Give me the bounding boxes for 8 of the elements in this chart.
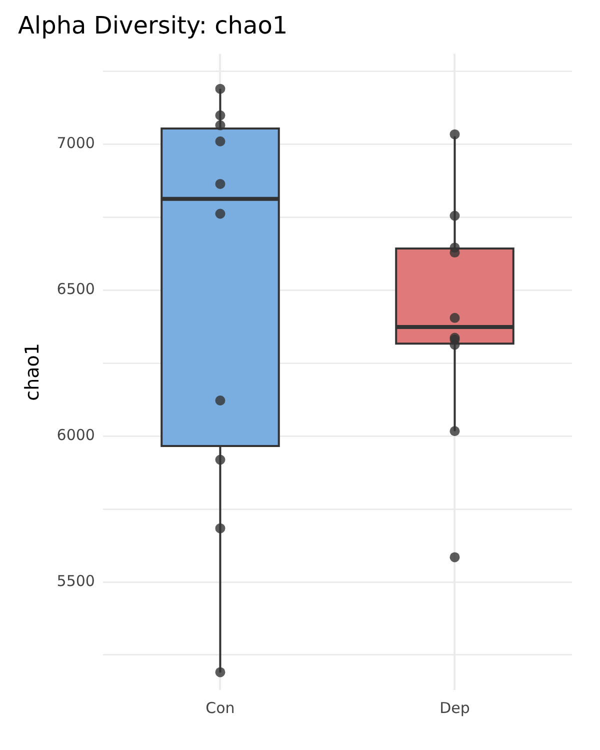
y-tick-label: 6000 bbox=[56, 426, 95, 444]
x-tick-label: Con bbox=[206, 698, 235, 717]
y-tick-label: 7000 bbox=[56, 134, 95, 152]
y-axis-title: chao1 bbox=[21, 342, 44, 401]
y-tick-label: 5500 bbox=[56, 572, 95, 590]
x-tick-label: Dep bbox=[440, 698, 470, 717]
y-tick-label: 6500 bbox=[56, 280, 95, 298]
chart-title: Alpha Diversity: chao1 bbox=[18, 12, 288, 40]
